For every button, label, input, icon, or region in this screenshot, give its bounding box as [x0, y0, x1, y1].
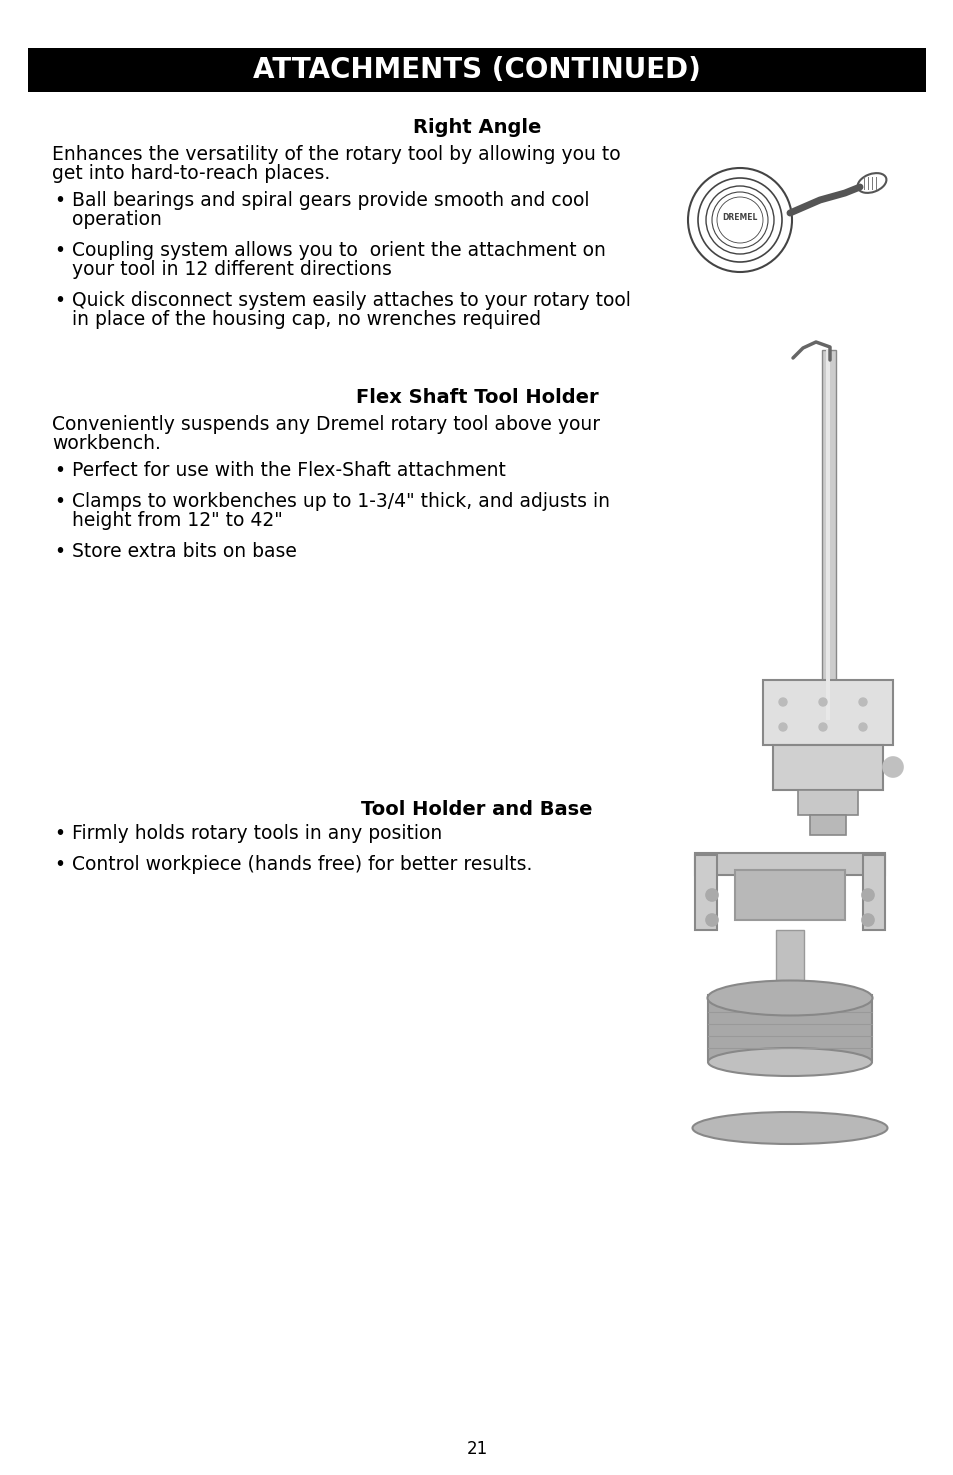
Text: Tool Holder and Base: Tool Holder and Base [361, 799, 592, 819]
Circle shape [858, 723, 866, 732]
Bar [821, 350, 835, 720]
Text: Firmly holds rotary tools in any position: Firmly holds rotary tools in any positio… [71, 825, 442, 844]
Circle shape [862, 914, 873, 926]
Bar [862, 855, 884, 931]
Ellipse shape [707, 1049, 871, 1075]
Text: in place of the housing cap, no wrenches required: in place of the housing cap, no wrenches… [71, 310, 540, 329]
Bar [825, 350, 829, 720]
Text: •: • [54, 291, 65, 310]
Text: Flex Shaft Tool Holder: Flex Shaft Tool Holder [355, 388, 598, 407]
Circle shape [882, 757, 902, 777]
Text: 21: 21 [466, 1440, 487, 1457]
Text: DREMEL: DREMEL [721, 212, 757, 221]
Text: •: • [54, 825, 65, 844]
Text: •: • [54, 493, 65, 510]
Text: Enhances the versatility of the rotary tool by allowing you to: Enhances the versatility of the rotary t… [52, 145, 620, 164]
Text: your tool in 12 different directions: your tool in 12 different directions [71, 260, 392, 279]
Text: •: • [54, 190, 65, 209]
Text: ATTACHMENTS (CONTINUED): ATTACHMENTS (CONTINUED) [253, 56, 700, 84]
Bar [809, 816, 845, 835]
Text: Perfect for use with the Flex-Shaft attachment: Perfect for use with the Flex-Shaft atta… [71, 462, 505, 479]
Ellipse shape [692, 1112, 886, 1145]
Bar [28, 49, 925, 91]
Circle shape [862, 889, 873, 901]
Text: Control workpiece (hands free) for better results.: Control workpiece (hands free) for bette… [71, 855, 532, 875]
Bar [695, 853, 884, 875]
Ellipse shape [707, 981, 872, 1015]
Bar [695, 855, 717, 931]
Text: height from 12" to 42": height from 12" to 42" [71, 510, 282, 530]
Text: workbench.: workbench. [52, 434, 161, 453]
Text: Conveniently suspends any Dremel rotary tool above your: Conveniently suspends any Dremel rotary … [52, 414, 599, 434]
Text: operation: operation [71, 209, 162, 229]
Circle shape [818, 698, 826, 707]
Text: Right Angle: Right Angle [413, 118, 540, 137]
Text: Store extra bits on base: Store extra bits on base [71, 541, 296, 561]
Bar [734, 870, 844, 920]
Bar [762, 680, 892, 745]
Circle shape [779, 723, 786, 732]
Text: •: • [54, 855, 65, 875]
Bar [797, 791, 857, 816]
Text: •: • [54, 240, 65, 260]
Circle shape [858, 698, 866, 707]
Text: Ball bearings and spiral gears provide smooth and cool: Ball bearings and spiral gears provide s… [71, 190, 589, 209]
Text: Clamps to workbenches up to 1-3/4" thick, and adjusts in: Clamps to workbenches up to 1-3/4" thick… [71, 493, 609, 510]
Text: •: • [54, 541, 65, 561]
Circle shape [779, 698, 786, 707]
Text: •: • [54, 462, 65, 479]
Circle shape [818, 723, 826, 732]
Bar [772, 745, 882, 791]
Text: Coupling system allows you to  orient the attachment on: Coupling system allows you to orient the… [71, 240, 605, 260]
Text: get into hard-to-reach places.: get into hard-to-reach places. [52, 164, 330, 183]
Circle shape [705, 889, 718, 901]
Circle shape [705, 914, 718, 926]
Bar [707, 996, 871, 1061]
Bar [775, 931, 803, 990]
Text: Quick disconnect system easily attaches to your rotary tool: Quick disconnect system easily attaches … [71, 291, 630, 310]
